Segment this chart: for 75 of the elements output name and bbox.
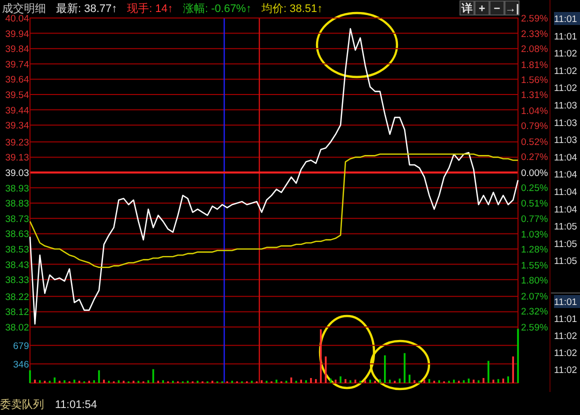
y2-tick-label: 0.52% <box>521 136 548 148</box>
y-tick-label: 39.34 <box>5 120 29 132</box>
text: 11:02 <box>554 83 578 94</box>
y2-tick-label: 2.07% <box>521 291 548 302</box>
y-tick-label: 38.93 <box>5 183 29 194</box>
y-tick-label: 39.54 <box>5 90 29 101</box>
y-tick-label: 38.43 <box>5 260 29 271</box>
y-tick-label: 38.63 <box>5 229 29 240</box>
text: 11:04 <box>554 204 578 216</box>
text: 详 <box>460 2 472 15</box>
text: 委卖队列 <box>0 398 44 411</box>
y-tick-label: 38.02 <box>5 322 29 334</box>
text: 11:01 <box>554 314 578 325</box>
text: 11:02 <box>554 348 578 359</box>
text: 11:01 <box>554 297 578 308</box>
y2-tick-label: 0.27% <box>521 152 548 163</box>
y2-tick-label: 0.51% <box>521 198 548 210</box>
text: 最新: 38.77↑ <box>56 2 118 15</box>
text: 现手: 14↑ <box>127 2 173 15</box>
text: 11:01 <box>554 31 578 42</box>
y-tick-label: 39.44 <box>5 105 29 116</box>
y2-tick-label: 1.31% <box>521 90 548 101</box>
y-tick-label: 38.22 <box>5 292 29 303</box>
y-tick-label: 39.13 <box>5 152 29 164</box>
y-tick-label: 38.53 <box>5 244 29 256</box>
text: 11:03 <box>554 100 578 112</box>
y2-tick-label: 2.32% <box>521 306 548 318</box>
text: →| <box>504 3 520 15</box>
text: 11:02 <box>554 48 578 60</box>
y2-tick-label: 0.79% <box>521 120 548 132</box>
y-tick-label: 39.74 <box>5 59 29 70</box>
text: 11:04 <box>554 187 578 198</box>
y2-tick-label: 1.03% <box>521 229 548 240</box>
y2-tick-label: 1.80% <box>521 275 548 286</box>
y2-tick-label: 1.04% <box>521 106 548 117</box>
y2-tick-label: 1.28% <box>521 244 548 256</box>
text: 11:05 <box>554 222 578 233</box>
text: 11:01 <box>554 14 578 25</box>
text: 11:02 <box>554 331 578 342</box>
y-tick-label: 38.83 <box>5 198 29 210</box>
y-tick-label: 346 <box>13 359 29 370</box>
y2-tick-label: 2.59% <box>521 14 548 24</box>
text: 11:04 <box>554 152 578 164</box>
y-tick-label: 39.64 <box>5 74 29 86</box>
y2-tick-label: 0.77% <box>521 214 548 225</box>
y2-tick-label: 0.25% <box>521 182 548 194</box>
text: 11:04 <box>554 170 578 181</box>
text: 11:05 <box>554 238 578 250</box>
y-tick-label: 679 <box>13 340 29 352</box>
y-tick-label: 38.73 <box>5 214 29 225</box>
y-tick-label: 39.23 <box>5 137 29 148</box>
text: 11:03 <box>554 135 578 146</box>
text: 11:01:54 <box>55 399 98 411</box>
y2-tick-label: 1.55% <box>521 260 548 272</box>
y-tick-label: 39.84 <box>5 44 29 56</box>
text: 11:03 <box>554 118 578 129</box>
y2-tick-label: 0.00% <box>521 168 548 179</box>
text: + <box>478 3 486 15</box>
text: 涨幅: -0.67%↑ <box>183 3 252 15</box>
y-tick-label: 38.33 <box>5 275 29 286</box>
text: 均价: 38.51↑ <box>260 3 323 15</box>
text: 11:05 <box>554 256 578 268</box>
text: 成交明细 <box>2 2 46 15</box>
y2-tick-label: 2.08% <box>521 44 548 55</box>
y-tick-label: 39.94 <box>5 28 29 40</box>
text: 11:02 <box>554 66 578 77</box>
text: − <box>494 3 500 15</box>
y-tick-label: 38.12 <box>5 307 29 318</box>
y2-tick-label: 1.81% <box>521 60 548 72</box>
text: 11:02 <box>554 365 578 376</box>
y2-tick-label: 2.33% <box>521 29 548 40</box>
y-tick-label: 39.03 <box>5 168 29 179</box>
y-tick-label: 40.04 <box>5 14 29 24</box>
y2-tick-label: 1.56% <box>521 74 548 86</box>
y2-tick-label: 2.59% <box>521 322 548 334</box>
